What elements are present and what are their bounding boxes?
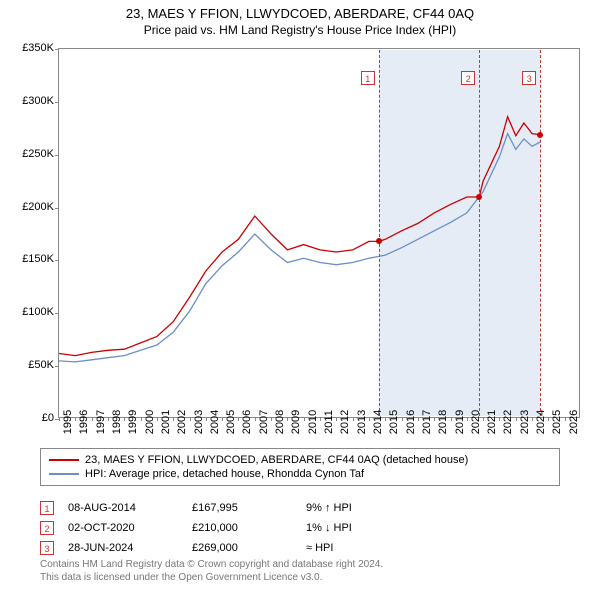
footer-attribution: Contains HM Land Registry data © Crown c… [40, 559, 383, 584]
y-axis-label: £100K [22, 306, 54, 318]
x-axis-label: 2004 [209, 410, 221, 434]
x-axis-label: 2016 [405, 410, 417, 434]
legend: 23, MAES Y FFION, LLWYDCOED, ABERDARE, C… [40, 448, 560, 486]
sale-row: 1 08-AUG-2014 £167,995 9% ↑ HPI [40, 498, 426, 518]
x-axis-label: 2013 [356, 410, 368, 434]
y-axis-label: £150K [22, 253, 54, 265]
x-axis-label: 2014 [372, 410, 384, 434]
sale-price: £210,000 [192, 522, 292, 534]
x-axis-label: 2011 [323, 410, 335, 434]
x-axis-label: 2005 [225, 410, 237, 434]
sale-date: 08-AUG-2014 [68, 502, 178, 514]
sale-date: 28-JUN-2024 [68, 542, 178, 554]
footer-line2: This data is licensed under the Open Gov… [40, 572, 383, 585]
x-axis-label: 2026 [568, 410, 580, 434]
sale-marker-line [379, 50, 380, 416]
sale-delta-vs-hpi: ≈ HPI [306, 542, 426, 554]
legend-swatch [49, 473, 79, 475]
footer-line1: Contains HM Land Registry data © Crown c… [40, 559, 383, 572]
y-axis-label: £300K [22, 95, 54, 107]
x-axis-label: 2010 [307, 410, 319, 434]
x-axis-label: 2021 [486, 410, 498, 434]
y-axis-label: £200K [22, 201, 54, 213]
sale-marker-line [479, 50, 480, 416]
sale-price: £167,995 [192, 502, 292, 514]
x-axis-label: 2019 [454, 410, 466, 434]
x-axis-label: 2017 [421, 410, 433, 434]
sale-point-dot [537, 132, 543, 138]
sale-marker-index: 2 [461, 71, 475, 85]
x-axis-label: 2008 [274, 410, 286, 434]
x-axis-label: 2020 [470, 410, 482, 434]
series-line-property [59, 117, 540, 356]
x-axis-label: 1997 [95, 410, 107, 434]
sale-point-dot [476, 194, 482, 200]
sale-row: 3 28-JUN-2024 £269,000 ≈ HPI [40, 538, 426, 558]
sale-delta-vs-hpi: 1% ↓ HPI [306, 522, 426, 534]
x-axis-label: 2000 [144, 410, 156, 434]
sale-row-index: 1 [40, 501, 54, 515]
chart-plot-area: 123 £0£50K£100K£150K£200K£250K£300K£350K… [58, 48, 580, 418]
sale-row: 2 02-OCT-2020 £210,000 1% ↓ HPI [40, 518, 426, 538]
sale-point-dot [376, 238, 382, 244]
sale-marker-line [540, 50, 541, 416]
x-axis-label: 1999 [127, 410, 139, 434]
x-axis-label: 2003 [193, 410, 205, 434]
x-axis-label: 2009 [290, 410, 302, 434]
sale-row-index: 3 [40, 541, 54, 555]
x-axis-label: 2022 [502, 410, 514, 434]
x-axis-label: 2007 [258, 410, 270, 434]
legend-item: HPI: Average price, detached house, Rhon… [49, 467, 551, 481]
x-axis-label: 2018 [437, 410, 449, 434]
sale-marker-index: 3 [522, 71, 536, 85]
x-axis-label: 1998 [111, 410, 123, 434]
sale-marker-index: 1 [361, 71, 375, 85]
x-axis-label: 2023 [519, 410, 531, 434]
legend-label: 23, MAES Y FFION, LLWYDCOED, ABERDARE, C… [85, 454, 468, 466]
x-axis-label: 2006 [241, 410, 253, 434]
y-axis-label: £250K [22, 148, 54, 160]
x-axis-label: 2012 [339, 410, 351, 434]
sale-delta-vs-hpi: 9% ↑ HPI [306, 502, 426, 514]
y-axis-label: £350K [22, 42, 54, 54]
chart-title-address: 23, MAES Y FFION, LLWYDCOED, ABERDARE, C… [0, 6, 600, 21]
x-axis-label: 2024 [535, 410, 547, 434]
x-axis-label: 2001 [160, 410, 172, 434]
chart-subtitle: Price paid vs. HM Land Registry's House … [0, 23, 600, 37]
legend-item: 23, MAES Y FFION, LLWYDCOED, ABERDARE, C… [49, 453, 551, 467]
legend-label: HPI: Average price, detached house, Rhon… [85, 468, 364, 480]
y-axis-label: £50K [28, 359, 54, 371]
x-axis-label: 1996 [78, 410, 90, 434]
chart-lines-svg [59, 49, 581, 419]
x-axis-label: 2025 [551, 410, 563, 434]
sale-date: 02-OCT-2020 [68, 522, 178, 534]
x-axis-label: 1995 [62, 410, 74, 434]
plot-frame: 1 2 3 [58, 48, 580, 418]
sales-table: 1 08-AUG-2014 £167,995 9% ↑ HPI 2 02-OCT-2020… [40, 498, 426, 558]
sale-price: £269,000 [192, 542, 292, 554]
sale-row-index: 2 [40, 521, 54, 535]
y-axis-label: £0 [42, 412, 54, 424]
x-axis-label: 2015 [388, 410, 400, 434]
x-axis-label: 2002 [176, 410, 188, 434]
legend-swatch [49, 459, 79, 461]
series-line-hpi [59, 134, 540, 362]
